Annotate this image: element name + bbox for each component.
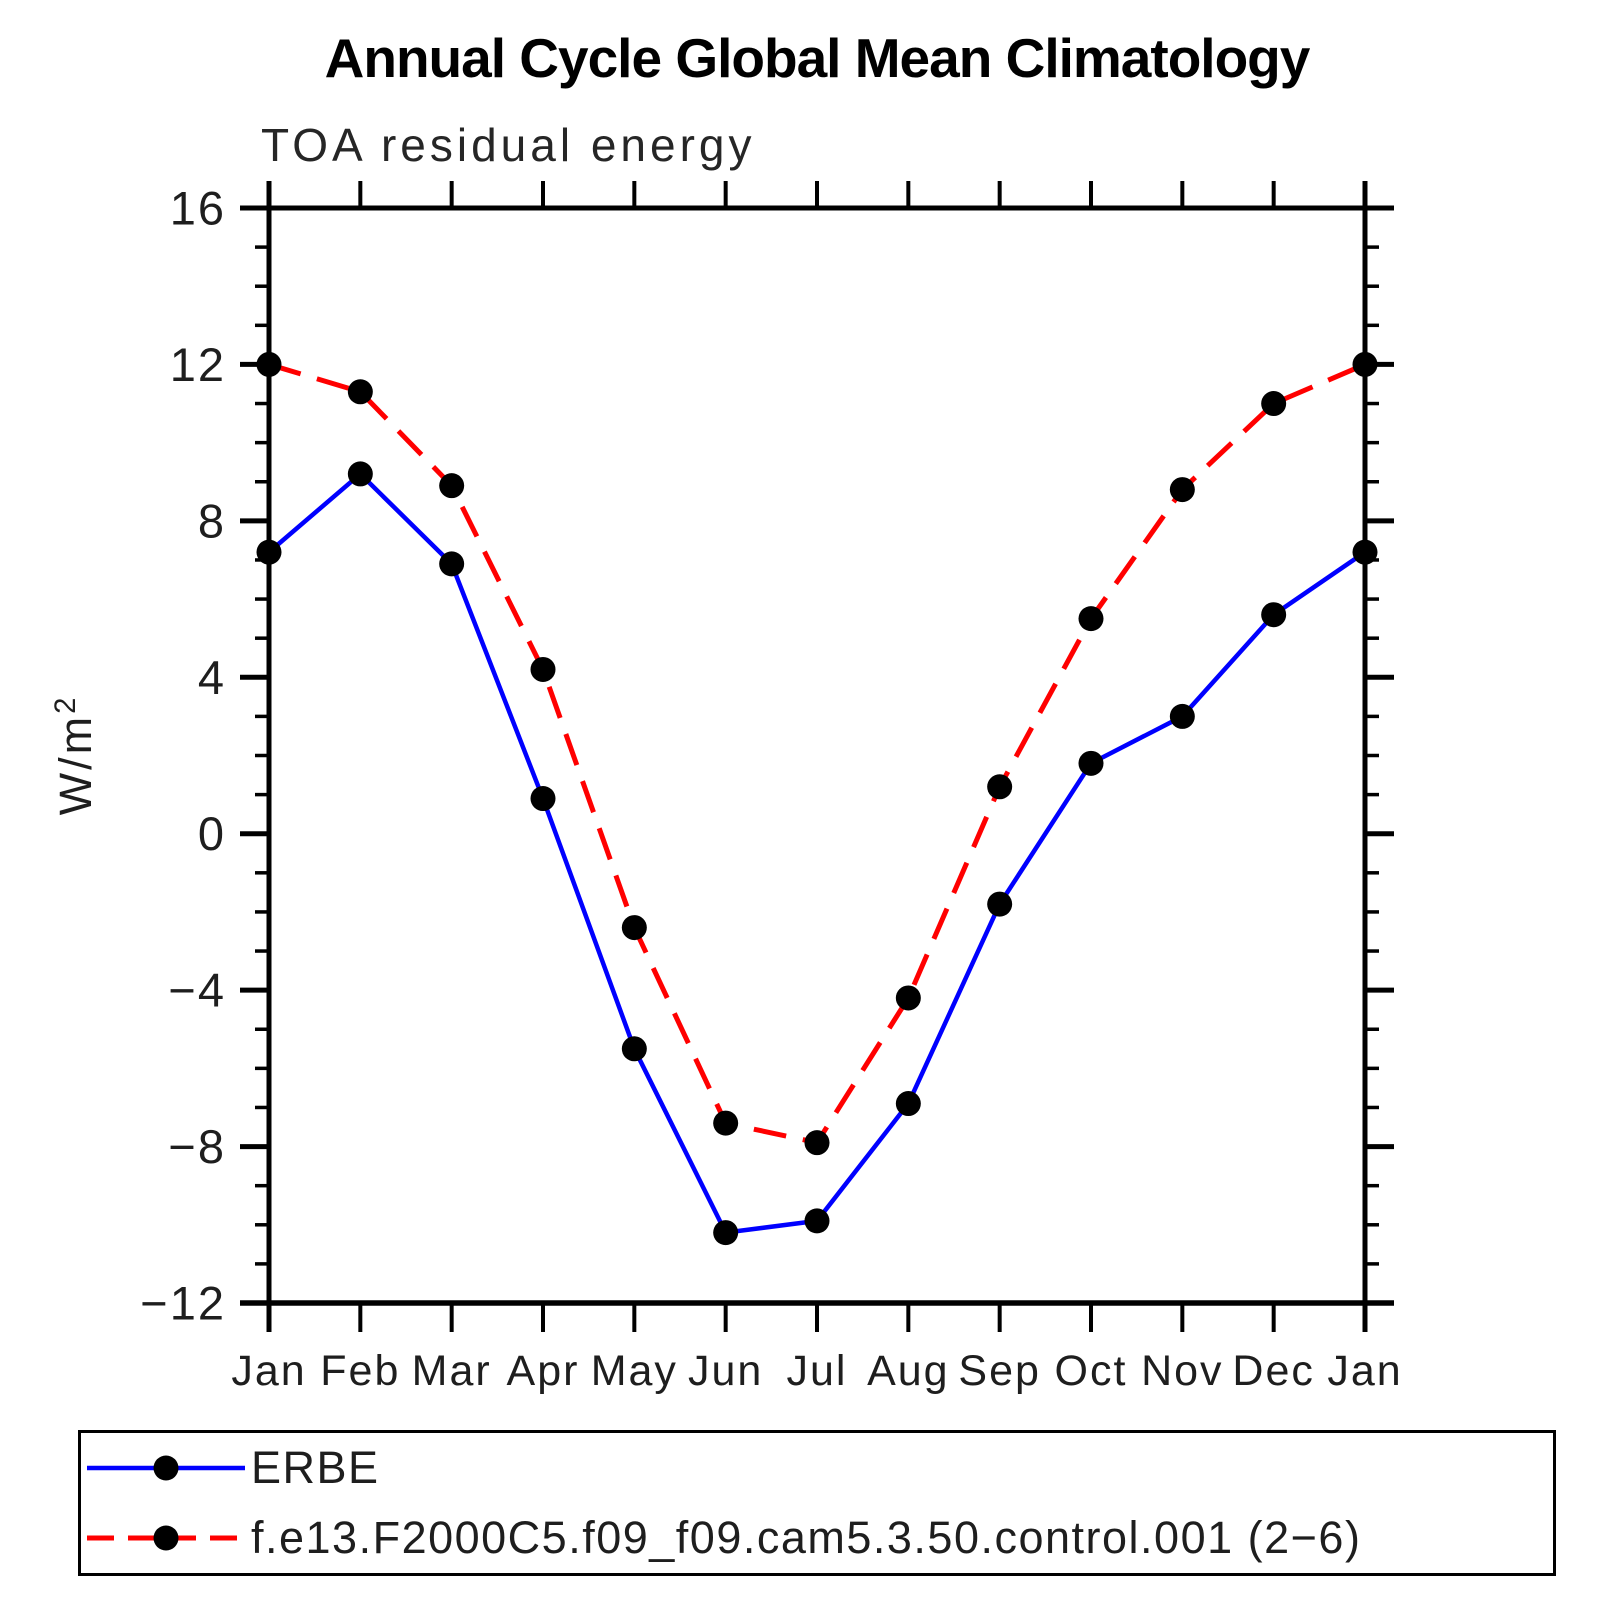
series-0-marker (347, 461, 373, 487)
x-tick-label: Aug (867, 1347, 950, 1395)
series-0-marker (1169, 703, 1195, 729)
chart-subtitle: TOA residual energy (261, 119, 756, 171)
x-tick-label: Feb (320, 1347, 400, 1395)
series-0-marker (256, 539, 282, 565)
series-0-marker (804, 1208, 830, 1234)
series-0-marker (1078, 750, 1104, 776)
legend: ERBE f.e13.F2000C5.f09_f09.cam5.3.50.con… (78, 1430, 1556, 1576)
x-tick-label: Apr (507, 1347, 580, 1395)
y-tick-label: −8 (168, 1120, 226, 1173)
y-tick-label: 4 (198, 651, 226, 704)
chart-title: Annual Cycle Global Mean Climatology (324, 27, 1311, 89)
series-1-marker (347, 379, 373, 405)
series-1-marker (530, 656, 556, 682)
x-tick-label: Nov (1141, 1347, 1223, 1395)
series-1-marker (1169, 477, 1195, 503)
series-1-marker (987, 774, 1013, 800)
legend-marker-sample (153, 1455, 179, 1481)
legend-item-erbe: ERBE (81, 1433, 1553, 1503)
y-tick-label: 0 (198, 807, 226, 860)
series-0-marker (1261, 602, 1287, 628)
y-tick-label: −12 (140, 1277, 226, 1330)
y-tick-label: 12 (170, 338, 226, 391)
x-tick-label: Jul (787, 1347, 848, 1395)
x-tick-label: Jan (1327, 1347, 1402, 1395)
x-tick-label: Dec (1232, 1347, 1314, 1395)
legend-label-erbe: ERBE (251, 1442, 380, 1493)
series-1-marker (895, 985, 921, 1011)
series-1-marker (256, 351, 282, 377)
x-tick-label: Mar (412, 1347, 492, 1395)
x-tick-label: Jan (231, 1347, 306, 1395)
legend-marker-sample (153, 1525, 179, 1551)
series-1-marker (804, 1130, 830, 1156)
legend-label-model: f.e13.F2000C5.f09_f09.cam5.3.50.control.… (251, 1512, 1362, 1563)
series-0-marker (530, 786, 556, 812)
legend-sample-1 (87, 1525, 245, 1551)
series-line-1 (268, 362, 1366, 1146)
x-tick-label: Jun (688, 1347, 763, 1395)
series-1-marker (621, 915, 647, 941)
legend-item-model: f.e13.F2000C5.f09_f09.cam5.3.50.control.… (81, 1503, 1553, 1573)
series-1-marker (1261, 391, 1287, 417)
series-1-marker (713, 1110, 739, 1136)
series-0-marker (987, 891, 1013, 917)
series-1-marker (1352, 351, 1378, 377)
legend-sample-0 (87, 1455, 245, 1481)
series-0-marker (621, 1036, 647, 1062)
series-0-marker (895, 1091, 921, 1117)
series-1-marker (439, 473, 465, 499)
x-tick-label: Oct (1055, 1347, 1128, 1395)
series-0-marker (713, 1220, 739, 1246)
x-tick-label: Sep (958, 1347, 1041, 1395)
series-0-marker (439, 551, 465, 577)
y-tick-label: −4 (168, 964, 226, 1017)
series-line-0 (267, 470, 1367, 1236)
x-tick-label: May (591, 1347, 678, 1395)
y-tick-label: 16 (170, 182, 226, 235)
series-1-marker (1078, 606, 1104, 632)
series-0-marker (1352, 539, 1378, 565)
y-tick-label: 8 (198, 494, 226, 547)
